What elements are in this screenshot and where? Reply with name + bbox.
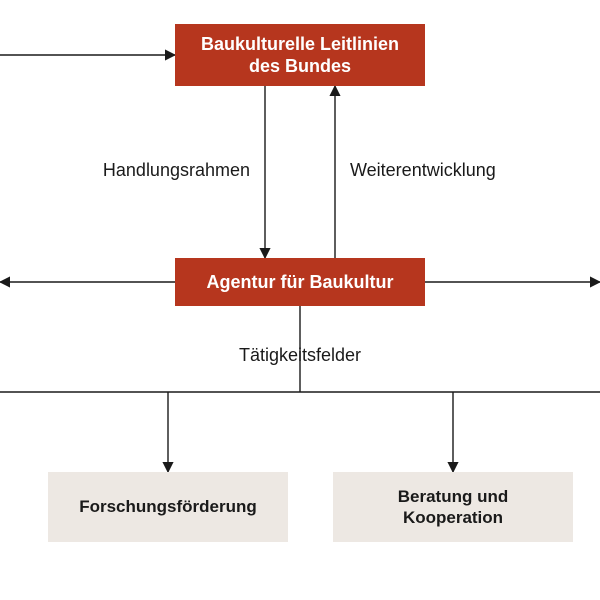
node-mid: Agentur für Baukultur [175,258,425,306]
node-top: Baukulturelle Leitliniendes Bundes [175,24,425,86]
node-right-label: Beratung undKooperation [398,486,509,529]
node-left-label: Forschungsförderung [79,496,257,517]
node-top-label: Baukulturelle Leitliniendes Bundes [201,33,399,78]
label-l3: Tätigkeitsfelder [239,345,361,366]
node-mid-label: Agentur für Baukultur [207,271,394,294]
node-left: Forschungsförderung [48,472,288,542]
label-l2: Weiterentwicklung [350,160,496,181]
label-l1: Handlungsrahmen [103,160,250,181]
node-right: Beratung undKooperation [333,472,573,542]
